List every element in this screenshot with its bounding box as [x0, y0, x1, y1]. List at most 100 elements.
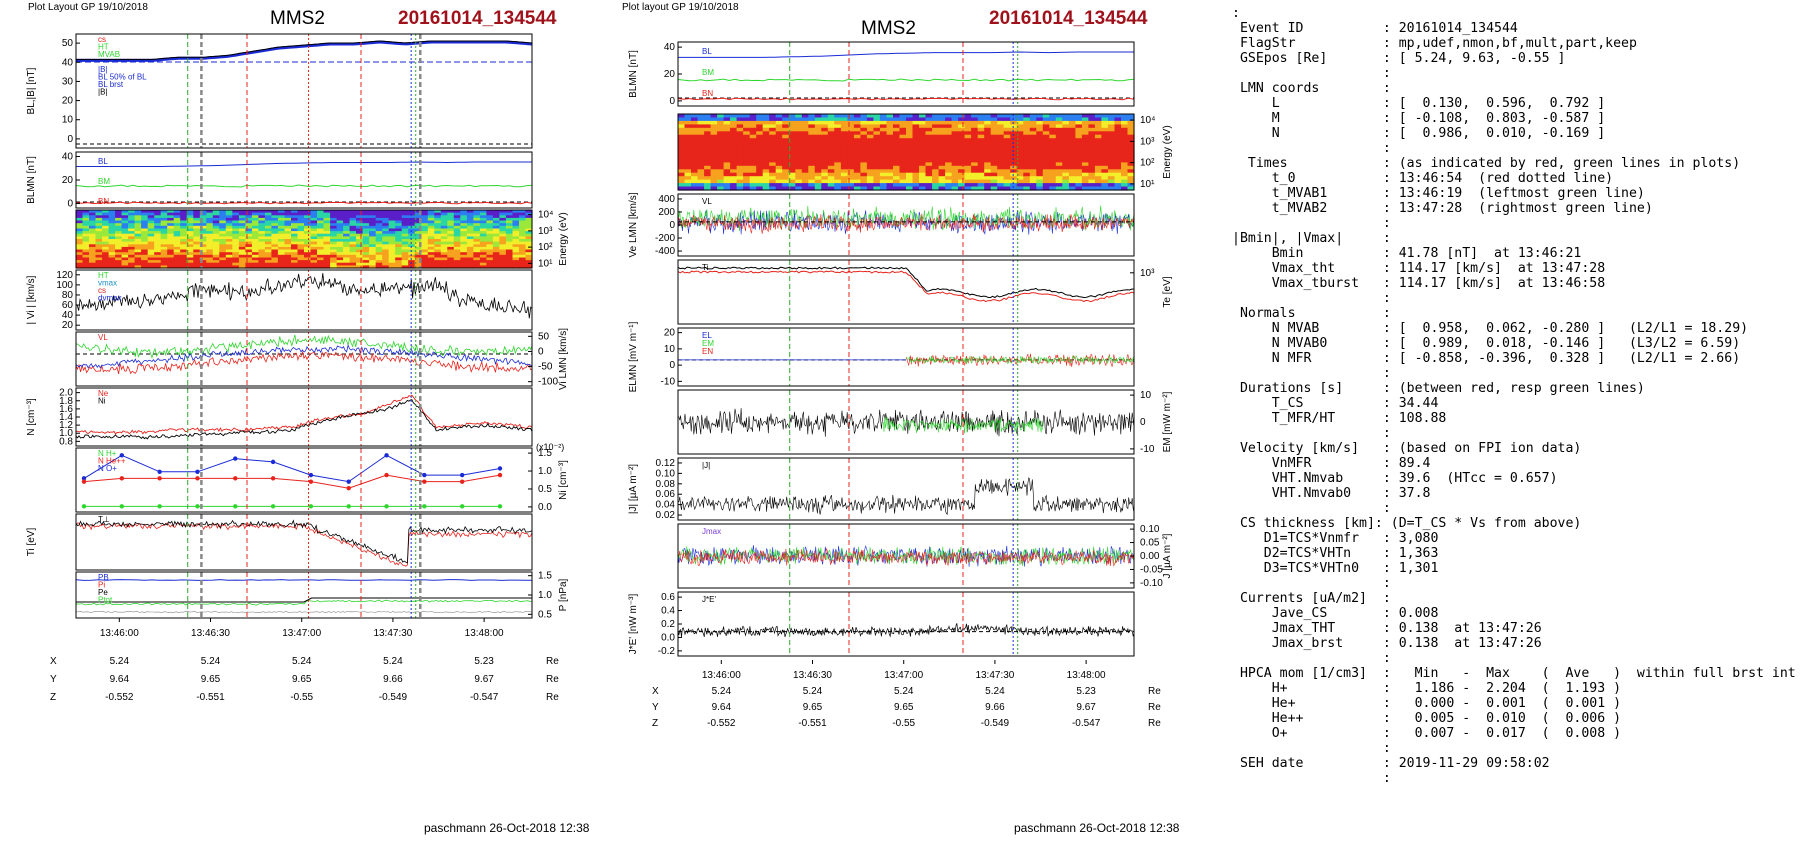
spectrogram-cell	[199, 212, 207, 216]
spectrogram-cell	[971, 152, 979, 157]
spectrogram-cell	[736, 176, 744, 181]
spectrogram-cell	[271, 210, 279, 214]
spectrogram-cell	[225, 223, 233, 227]
spectrogram-cell	[749, 158, 757, 163]
spectrogram-cell	[762, 179, 770, 184]
spectrogram-cell	[951, 120, 959, 125]
spectrogram-cell	[173, 265, 181, 269]
pi-line	[75, 599, 533, 606]
spectrogram-cell	[427, 262, 435, 266]
spectrogram-cell	[206, 265, 214, 269]
info-line: Jmax_brst : 0.138 at 13:47:26	[1232, 636, 1542, 651]
spectrogram-cell	[330, 249, 338, 253]
spectrogram-cell	[1107, 152, 1115, 157]
spectrogram-cell	[827, 152, 835, 157]
spectrogram-cell	[102, 239, 110, 243]
spectrogram-cell	[984, 127, 992, 132]
spectrogram-cell	[291, 257, 299, 261]
spectrogram-cell	[932, 172, 940, 177]
spectrogram-cell	[199, 231, 207, 235]
legend-entry: |J|	[702, 461, 710, 470]
spectrogram-cell	[964, 148, 972, 153]
spectrogram-cell	[678, 165, 686, 170]
spectrogram-cell	[167, 249, 175, 253]
spectrogram-cell	[1081, 183, 1089, 188]
spectrogram-cell	[834, 114, 842, 119]
spectrogram-cell	[1075, 117, 1083, 122]
spectrogram-cell	[827, 179, 835, 184]
spectrogram-cell	[199, 233, 207, 237]
spectrogram-cell	[473, 228, 481, 232]
spectrogram-cell	[717, 158, 725, 163]
spectrogram-cell	[1029, 117, 1037, 122]
spectrogram-cell	[1036, 117, 1044, 122]
spectrogram-cell	[971, 179, 979, 184]
spectrogram-cell	[847, 162, 855, 167]
spectrogram-cell	[434, 244, 442, 248]
spectrogram-cell	[801, 134, 809, 139]
spectrogram-cell	[486, 215, 494, 219]
panel-je: 0.60.40.20.0-0.2J*E' [nW m⁻³] J*E'	[628, 591, 1135, 657]
spectrogram-cell	[304, 217, 312, 222]
spectrogram-cell	[1094, 117, 1102, 122]
spectrogram-cell	[447, 249, 455, 253]
spectrogram-cell	[1049, 117, 1057, 122]
spectrogram-cell	[1010, 145, 1018, 150]
spectrogram-cell	[89, 265, 97, 269]
spectrogram-cell	[782, 158, 790, 163]
spectrogram-cell	[697, 131, 705, 136]
spectrogram-cell	[893, 169, 901, 174]
panel-frame	[75, 447, 533, 513]
spectrogram-cell	[395, 254, 403, 258]
spectrogram-cell	[958, 183, 966, 188]
spectrogram-cell	[697, 176, 705, 181]
y-axis-label: EM [mW m⁻²]	[1162, 391, 1173, 452]
spectrogram-cell	[251, 220, 259, 224]
spectrogram-cell	[258, 212, 266, 216]
spectrogram-cell	[356, 241, 364, 245]
spectrogram-cell	[343, 210, 351, 214]
spectrogram-cell	[1094, 162, 1102, 167]
spectrogram-cell	[304, 260, 312, 264]
spectrogram-cell	[141, 212, 149, 216]
spectrogram-cell	[382, 246, 390, 251]
spectrogram-cell	[775, 186, 783, 191]
spectrogram-cell	[173, 241, 181, 245]
spectrogram-cell	[938, 165, 946, 170]
spectrogram-cell	[512, 257, 520, 261]
spectrogram-cell	[697, 158, 705, 163]
spectrogram-cell	[1088, 183, 1096, 188]
spectrogram-cell	[1081, 127, 1089, 132]
spectrogram-cell	[356, 228, 364, 232]
spectrogram-cell	[206, 241, 214, 245]
y-axis-label: J*E' [nW m⁻³]	[628, 594, 639, 655]
spectrogram-cell	[879, 145, 887, 150]
spectrogram-cell	[990, 141, 998, 146]
spectrogram-cell	[193, 244, 201, 248]
spectrogram-cell	[95, 262, 103, 266]
spectrogram-cell	[1068, 158, 1076, 163]
spectrogram-cell	[873, 120, 881, 125]
spectrogram-cell	[238, 239, 246, 243]
spectrogram-cell	[225, 215, 233, 219]
spectrogram-cell	[1010, 114, 1018, 119]
spectrogram-cell	[395, 246, 403, 251]
spectrogram-cell	[840, 138, 848, 143]
spectrogram-cell	[108, 225, 116, 229]
spectrogram-cell	[971, 127, 979, 132]
spectrogram-cell	[1121, 127, 1129, 132]
panel-frame	[75, 387, 533, 447]
spectrogram-cell	[827, 169, 835, 174]
spectrogram-cell	[479, 244, 487, 248]
spectrogram-cell	[990, 124, 998, 129]
spectrogram-cell	[717, 120, 725, 125]
spectrogram-cell	[453, 233, 461, 237]
spectrogram-cell	[343, 260, 351, 264]
spectrogram-cell	[505, 249, 513, 253]
spectrogram-cell	[167, 260, 175, 264]
panel-frame	[677, 457, 1135, 521]
spectrogram-cell	[1107, 141, 1115, 146]
spectrogram-cell	[1010, 162, 1018, 167]
spectrogram-cell	[369, 252, 377, 256]
spectrogram-cell	[1075, 158, 1083, 163]
